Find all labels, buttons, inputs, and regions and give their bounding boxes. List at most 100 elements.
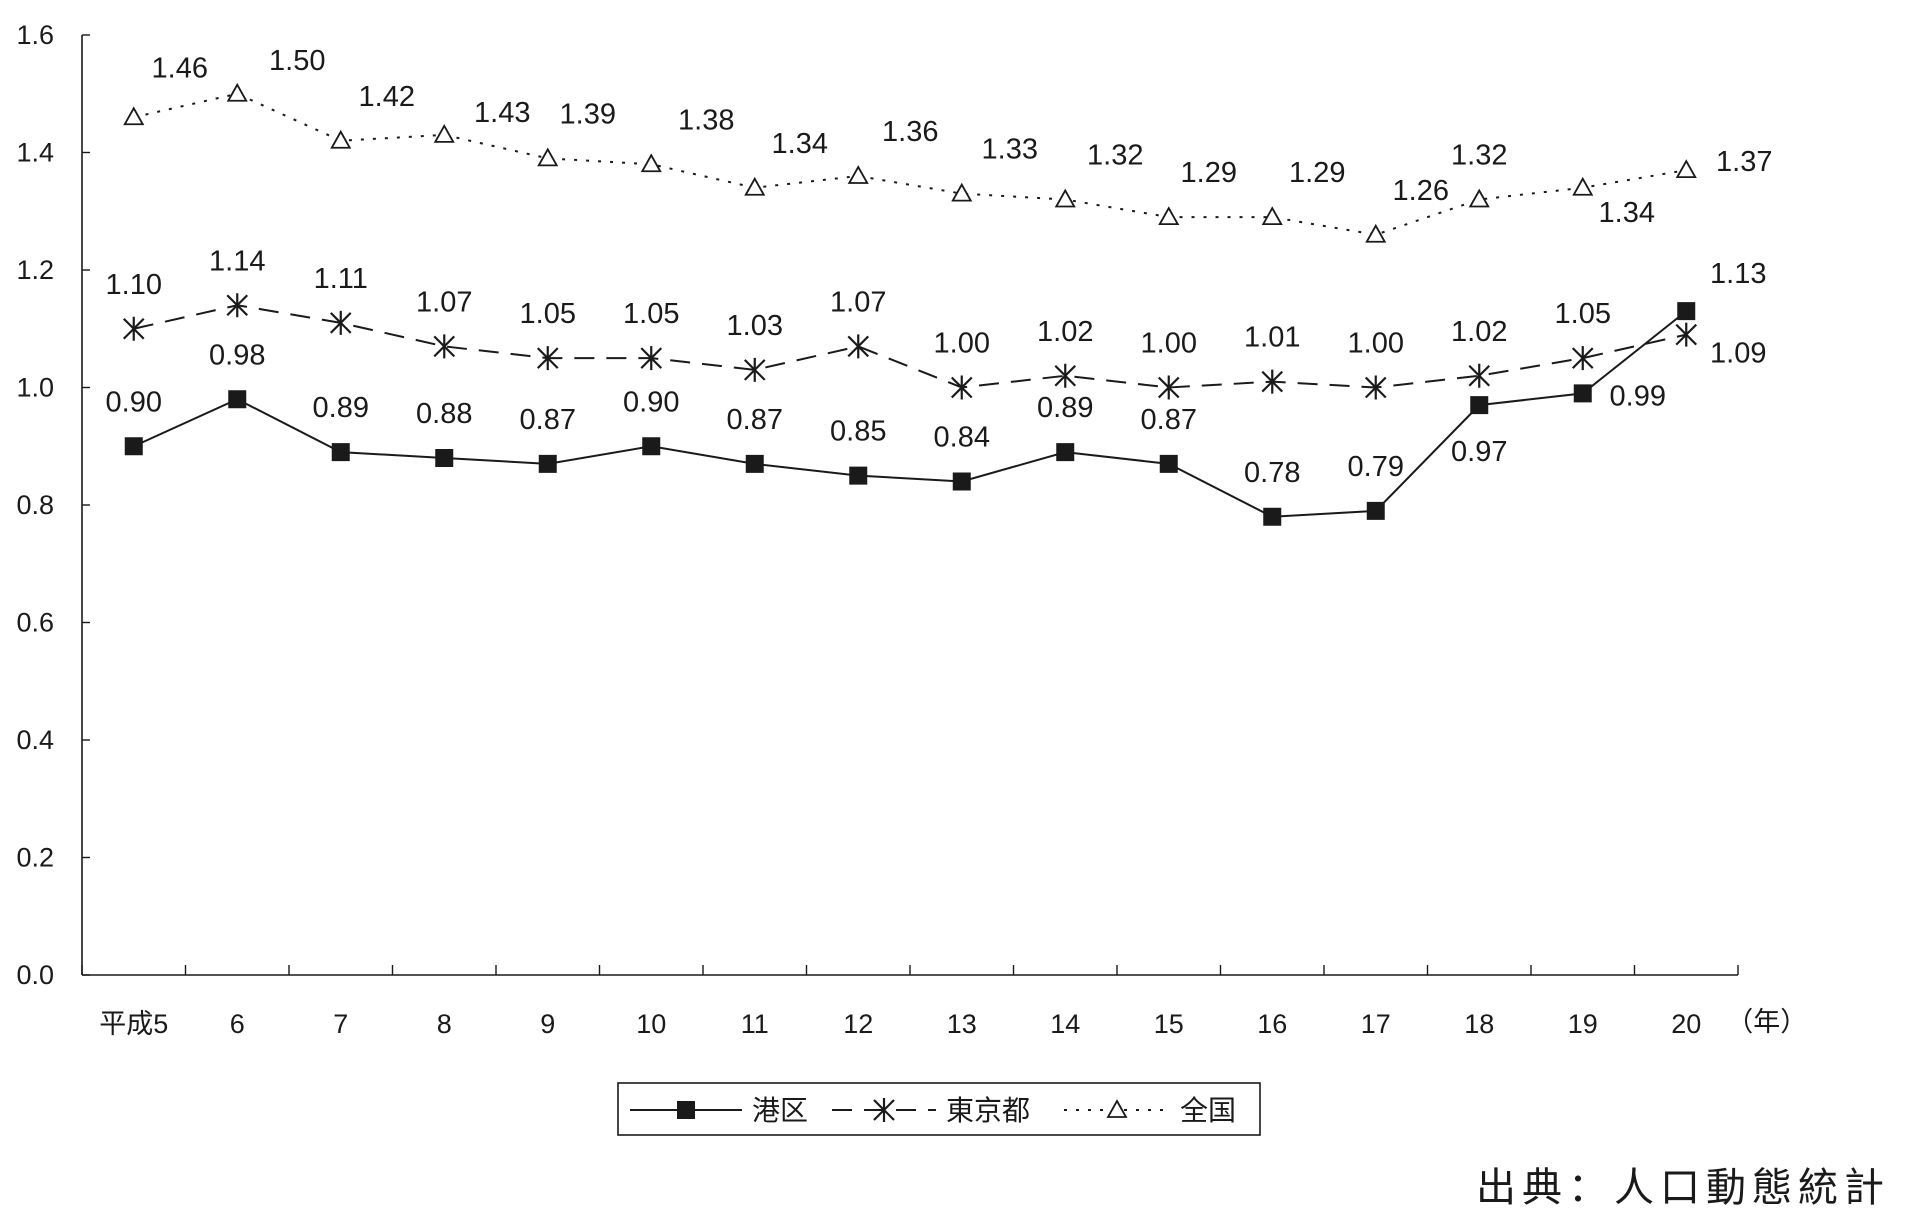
data-point — [433, 334, 456, 359]
data-point — [744, 176, 766, 196]
data-point — [124, 437, 143, 456]
data-point — [1573, 384, 1592, 403]
data-label: 0.84 — [934, 422, 990, 454]
x-tick-label: 20 — [1671, 1009, 1701, 1039]
data-point — [1468, 363, 1491, 388]
data-point — [1056, 443, 1075, 462]
x-tick-label: 11 — [741, 1009, 769, 1039]
data-point — [330, 129, 352, 149]
x-tick-label: 7 — [333, 1009, 348, 1039]
y-tick-label: 1.0 — [16, 373, 54, 403]
legend-marker — [1106, 1099, 1128, 1118]
data-point — [536, 346, 559, 371]
legend-marker — [873, 1098, 895, 1122]
data-label: 1.03 — [727, 310, 783, 342]
data-label: 0.99 — [1610, 380, 1666, 412]
data-label: 0.89 — [313, 392, 369, 424]
x-tick-label: 9 — [540, 1009, 555, 1039]
data-label: 1.42 — [359, 81, 415, 113]
data-label: 0.87 — [727, 404, 783, 436]
y-tick-label: 0.2 — [16, 843, 54, 873]
data-point — [1263, 507, 1282, 526]
data-point — [537, 147, 559, 167]
series-line — [133, 304, 1687, 389]
data-label: 0.90 — [106, 386, 162, 418]
data-point — [1159, 454, 1178, 473]
data-label: 1.07 — [830, 286, 886, 318]
data-label: 1.29 — [1289, 157, 1345, 189]
data-point — [640, 153, 662, 173]
data-point — [1054, 188, 1076, 208]
data-point — [640, 346, 663, 371]
data-point — [1366, 501, 1385, 520]
data-point — [1572, 176, 1594, 196]
data-point — [538, 454, 557, 473]
data-point — [950, 375, 973, 400]
data-label: 1.26 — [1393, 175, 1449, 207]
data-point — [952, 472, 971, 491]
data-label: 1.02 — [1451, 316, 1507, 348]
x-tick-label: 18 — [1464, 1009, 1494, 1039]
legend: 港区 東京都 全国 — [617, 1082, 1261, 1136]
data-label: 1.05 — [520, 298, 576, 330]
data-label: 1.34 — [772, 128, 828, 160]
y-tick-label: 0.4 — [16, 725, 54, 755]
data-point — [1364, 375, 1387, 400]
data-point — [745, 454, 764, 473]
y-tick-label: 1.4 — [16, 138, 54, 168]
y-tick-label: 1.6 — [16, 20, 54, 50]
legend-item: 港区 — [630, 1095, 808, 1126]
x-tick-label: 12 — [843, 1009, 873, 1039]
data-point — [1675, 159, 1697, 179]
data-point — [951, 182, 973, 202]
legend-item: 全国 — [1064, 1095, 1236, 1126]
data-point — [847, 165, 869, 184]
series-line — [133, 310, 1687, 518]
data-label: 1.00 — [1348, 328, 1404, 360]
y-tick-label: 1.2 — [16, 255, 54, 285]
data-label: 1.33 — [982, 134, 1038, 166]
data-label: 1.02 — [1037, 316, 1093, 348]
data-label: 1.13 — [1710, 258, 1766, 290]
x-tick-label: 16 — [1257, 1009, 1287, 1039]
data-point — [226, 293, 249, 318]
data-label: 1.46 — [152, 52, 208, 84]
data-point — [849, 466, 868, 485]
source-note: 出典：人口動態統計 — [1476, 1165, 1890, 1211]
x-tick-label: 13 — [947, 1009, 977, 1039]
data-label: 1.32 — [1087, 140, 1143, 172]
series-東京都: 1.10 1.14 1.11 1.07 1.05 1.05 1.03 1.07 1.00 1.02… — [106, 245, 1766, 400]
data-label: 1.05 — [623, 298, 679, 330]
data-label: 1.37 — [1716, 146, 1772, 178]
data-label: 1.32 — [1451, 140, 1507, 172]
data-label: 1.29 — [1181, 157, 1237, 189]
data-point — [1158, 206, 1180, 226]
data-label: 0.78 — [1244, 457, 1300, 489]
legend-label: 港区 — [752, 1095, 808, 1126]
data-label: 1.39 — [560, 98, 616, 130]
legend-label: 東京都 — [946, 1095, 1030, 1126]
data-label: 0.87 — [520, 404, 576, 436]
data-label: 0.98 — [209, 339, 265, 371]
data-label: 1.00 — [1141, 328, 1197, 360]
data-point — [435, 449, 454, 467]
data-label: 1.01 — [1244, 322, 1300, 354]
data-label: 0.79 — [1348, 451, 1404, 483]
data-label: 1.11 — [314, 263, 368, 295]
data-label: 0.97 — [1451, 436, 1507, 468]
data-point — [331, 443, 350, 462]
x-tick-label: 17 — [1361, 1009, 1391, 1039]
data-label: 1.43 — [474, 97, 530, 129]
data-label: 1.14 — [209, 245, 265, 277]
data-label: 0.85 — [830, 416, 886, 448]
x-axis-unit-label: （年） — [1726, 1007, 1807, 1037]
series-港区: 0.90 0.98 0.89 0.88 0.87 0.90 0.87 0.85 0.84 0.89… — [106, 258, 1766, 526]
data-point — [1157, 375, 1180, 400]
data-point — [226, 82, 248, 102]
y-tick-label: 0.6 — [16, 608, 54, 638]
data-point — [1571, 346, 1594, 371]
data-point — [1470, 396, 1489, 415]
legend-label: 全国 — [1180, 1095, 1236, 1126]
data-point — [1054, 363, 1077, 388]
